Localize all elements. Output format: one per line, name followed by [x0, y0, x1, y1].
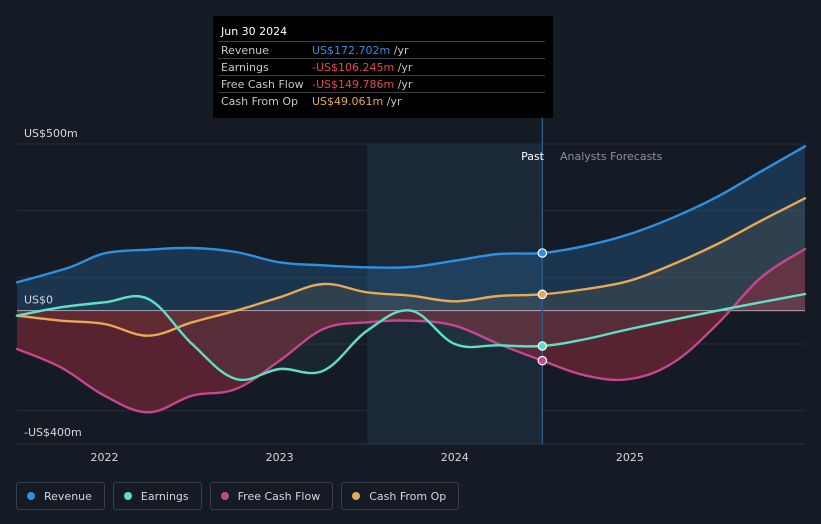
tooltip-unit: /yr	[394, 78, 413, 91]
y-tick-label: US$0	[24, 294, 53, 307]
fcf-line	[15, 247, 807, 414]
revenue-line	[15, 145, 807, 284]
tooltip-unit: /yr	[390, 44, 409, 57]
x-tick-label: 2023	[266, 451, 294, 464]
tooltip-value: -US$106.245m	[312, 61, 395, 74]
cash-from-op-dot-icon	[352, 492, 361, 500]
legend-item-earnings[interactable]: Earnings	[112, 482, 202, 510]
legend-item-revenue[interactable]: Revenue	[16, 482, 105, 510]
tooltip-row-cfo: Cash From Op US$49.061m /yr	[218, 92, 545, 110]
forecast-label: Analysts Forecasts	[560, 150, 663, 163]
y-tick-label: -US$400m	[24, 426, 82, 439]
earnings-line	[15, 292, 807, 382]
tooltip-value: -US$149.786m	[312, 78, 395, 91]
tooltip-label: Earnings	[221, 61, 269, 74]
y-tick-label: US$500m	[24, 127, 78, 140]
legend-item-free-cash-flow[interactable]: Free Cash Flow	[209, 482, 334, 510]
tooltip-unit: /yr	[383, 95, 402, 108]
tooltip-value: US$172.702m	[312, 44, 391, 57]
legend: Revenue Earnings Free Cash Flow Cash Fro…	[16, 482, 460, 512]
x-tick-label: 2022	[91, 451, 119, 464]
legend-label: Cash From Op	[369, 489, 447, 503]
tooltip-date: Jun 30 2024	[221, 25, 288, 38]
earnings-marker	[537, 341, 548, 351]
cfo-marker	[537, 289, 548, 300]
tooltip-unit: /yr	[394, 61, 413, 74]
legend-item-cash-from-op[interactable]: Cash From Op	[341, 482, 460, 510]
x-tick-label: 2024	[441, 451, 469, 464]
legend-label: Free Cash Flow	[237, 489, 321, 503]
highlight-markers	[537, 248, 548, 366]
cfo-area	[17, 198, 805, 336]
revenue-dot-icon	[27, 492, 35, 500]
past-label: Past	[521, 150, 545, 163]
tooltip-label: Revenue	[221, 44, 269, 57]
tooltip-value: US$49.061m	[312, 95, 384, 108]
tooltip-label: Cash From Op	[221, 95, 299, 108]
legend-label: Revenue	[44, 489, 92, 503]
x-tick-label: 2025	[616, 451, 644, 464]
fcf-area	[17, 249, 805, 413]
tooltip-label: Free Cash Flow	[221, 78, 304, 91]
earnings-dot-icon	[123, 492, 132, 500]
tooltip-row-earnings: Earnings -US$106.245m /yr	[218, 58, 545, 76]
y-axis-labels: US$500m US$0 -US$400m	[24, 127, 82, 439]
fcf-marker	[537, 355, 548, 366]
revenue-area	[17, 146, 805, 311]
cfo-line	[15, 197, 807, 337]
series-lines	[15, 145, 807, 414]
tooltip-row-revenue: Revenue US$172.702m /yr	[218, 41, 545, 59]
tooltip: Jun 30 2024 Revenue US$172.702m /yr Earn…	[213, 16, 553, 118]
free-cash-flow-dot-icon	[220, 492, 229, 500]
tooltip-row-fcf: Free Cash Flow -US$149.786m /yr	[218, 75, 545, 93]
revenue-marker	[537, 248, 548, 258]
x-axis-labels: 2022 2023 2024 2025	[91, 451, 644, 464]
legend-label: Earnings	[140, 489, 189, 503]
